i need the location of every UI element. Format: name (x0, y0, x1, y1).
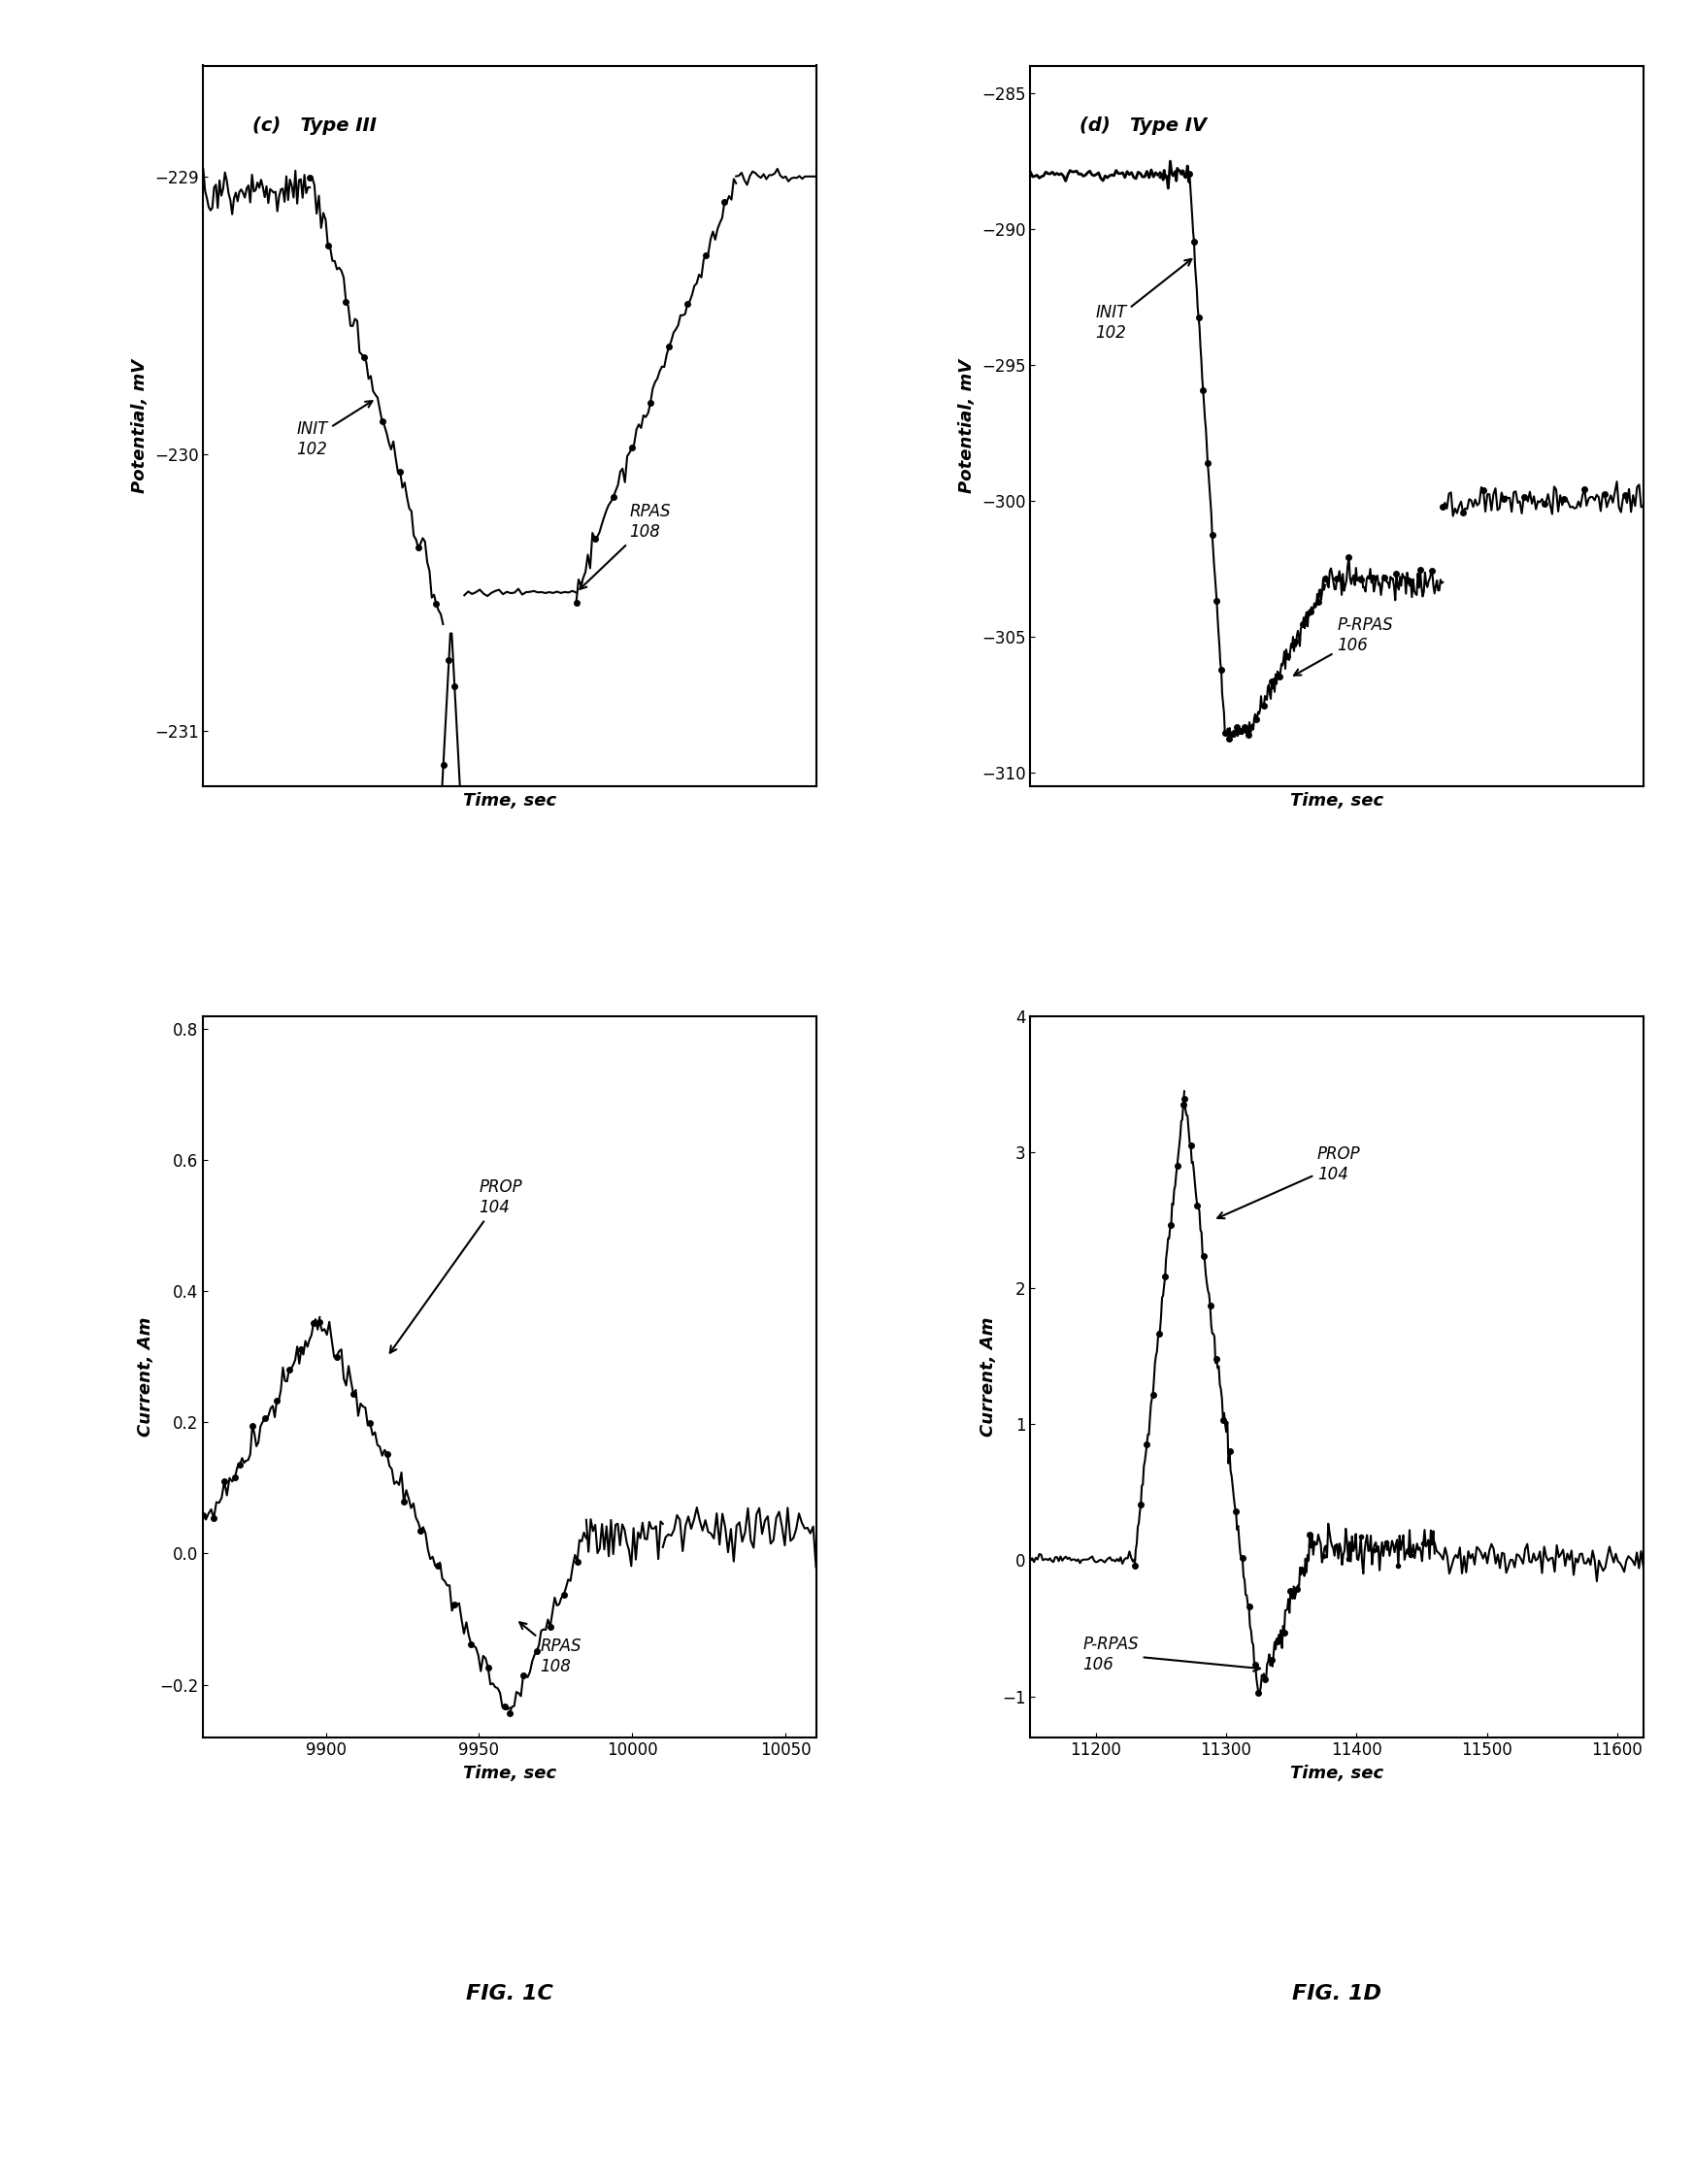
Text: PROP
104: PROP 104 (1218, 1144, 1360, 1219)
Text: INIT
102: INIT 102 (296, 402, 373, 459)
Text: FIG. 1D: FIG. 1D (1293, 1983, 1382, 2003)
X-axis label: Time, sec: Time, sec (1291, 1765, 1384, 1782)
Y-axis label: Potential, mV: Potential, mV (959, 358, 976, 494)
Y-axis label: Potential, mV: Potential, mV (130, 358, 149, 494)
Text: RPAS
108: RPAS 108 (579, 502, 671, 590)
X-axis label: Time, sec: Time, sec (462, 793, 556, 810)
Text: (c)   Type III: (c) Type III (252, 116, 376, 135)
Y-axis label: Current, Am: Current, Am (979, 1317, 996, 1437)
Text: P-RPAS
106: P-RPAS 106 (1082, 1636, 1260, 1673)
X-axis label: Time, sec: Time, sec (462, 1765, 556, 1782)
Text: INIT
102: INIT 102 (1096, 260, 1191, 341)
X-axis label: Time, sec: Time, sec (1291, 793, 1384, 810)
Text: RPAS
108: RPAS 108 (520, 1623, 581, 1675)
Text: FIG. 1C: FIG. 1C (466, 1983, 554, 2003)
Y-axis label: Current, Am: Current, Am (137, 1317, 154, 1437)
Text: PROP
104: PROP 104 (390, 1179, 522, 1352)
Text: P-RPAS
106: P-RPAS 106 (1294, 616, 1392, 675)
Text: (d)   Type IV: (d) Type IV (1079, 116, 1206, 135)
